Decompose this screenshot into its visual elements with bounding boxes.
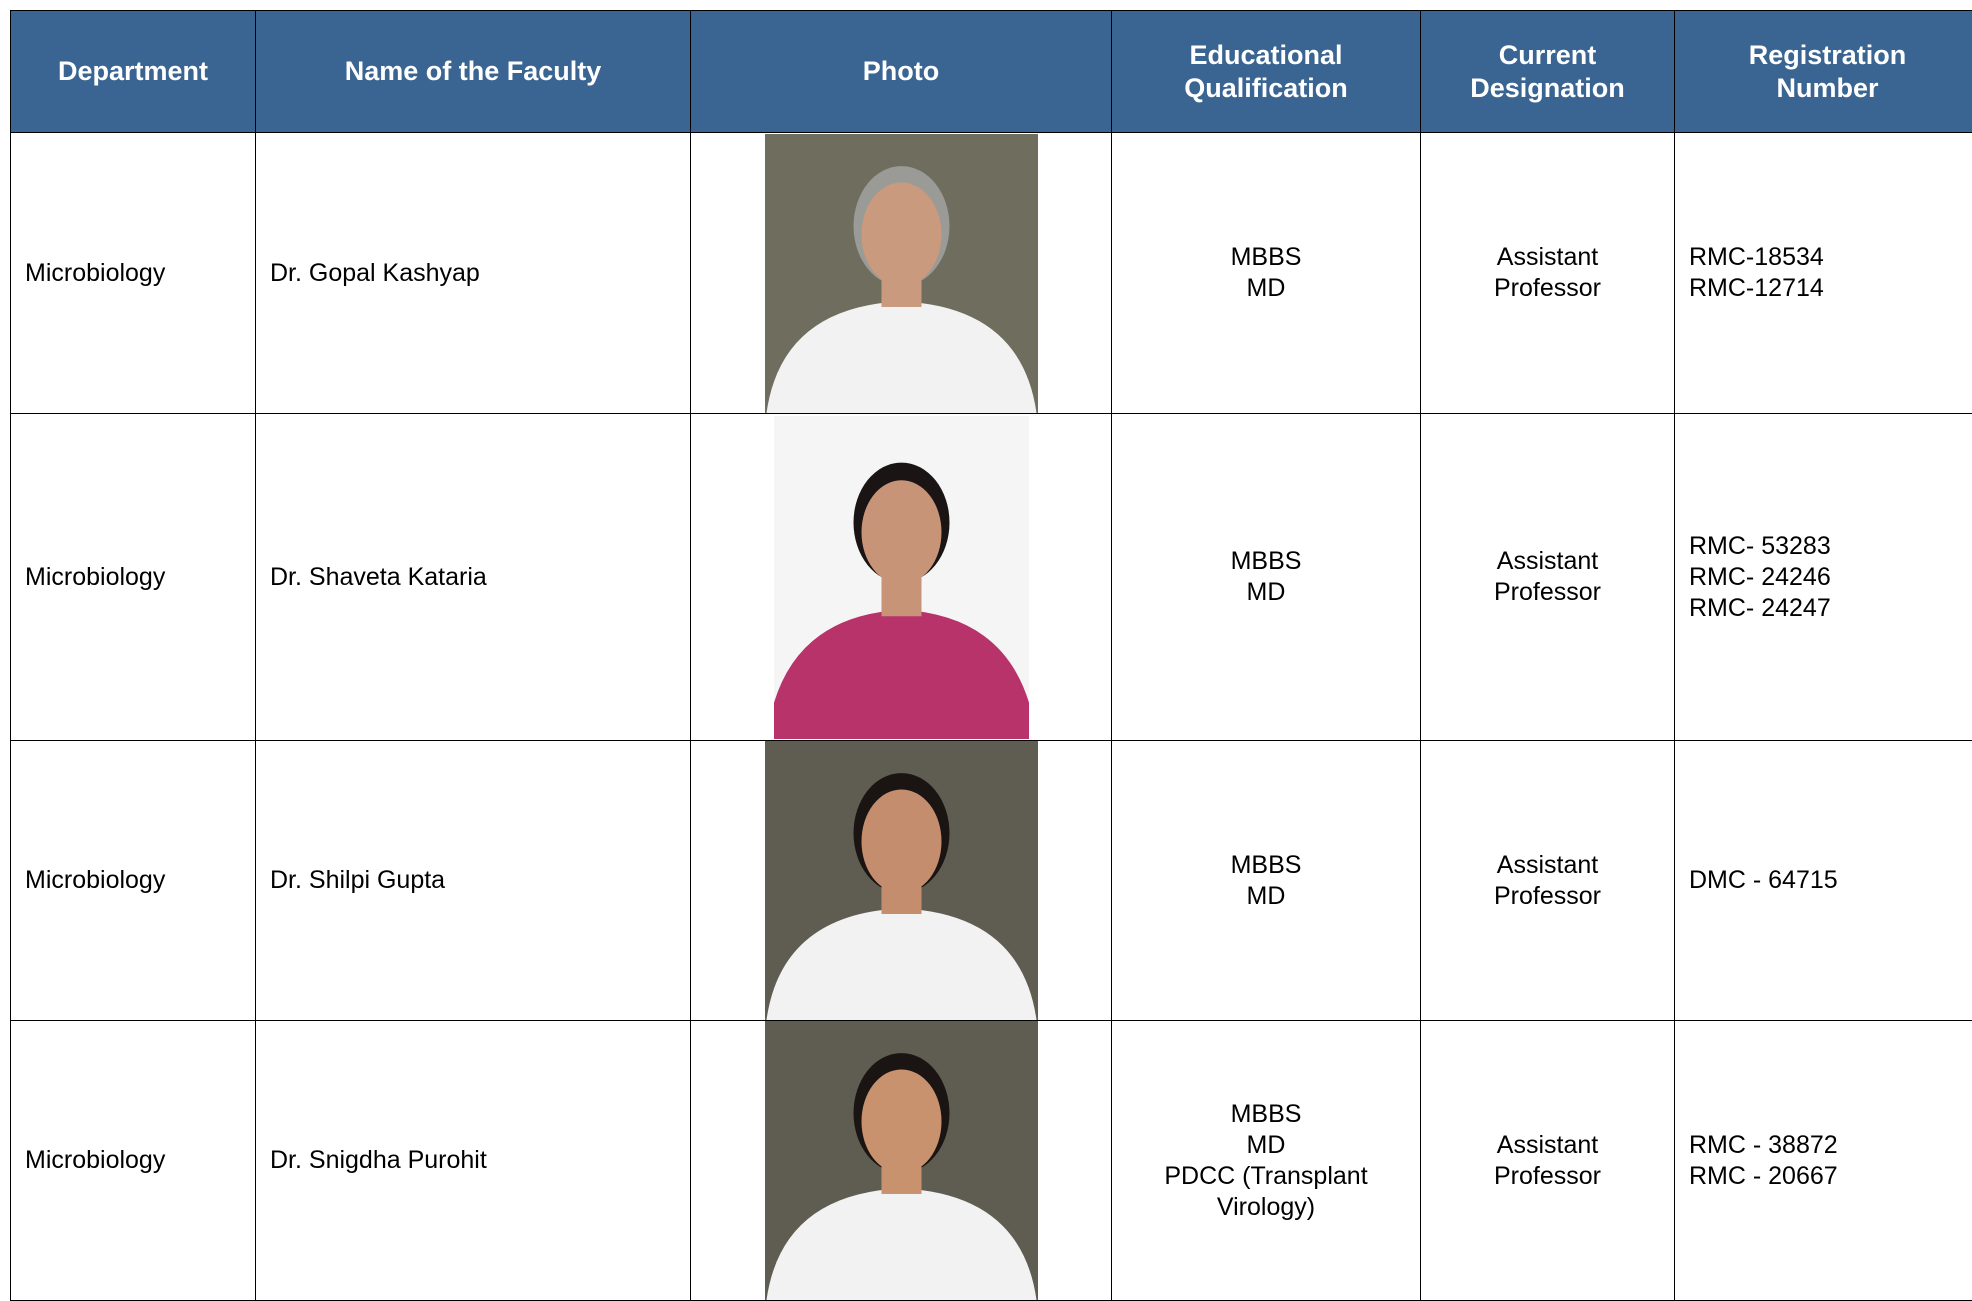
registration-line: RMC-12714 <box>1689 273 1972 304</box>
qualification-line: PDCC (Transplant Virology) <box>1112 1161 1420 1223</box>
designation: Assistant Professor <box>1421 133 1675 414</box>
qualification-line: MBBS <box>1112 850 1420 881</box>
registration-line: RMC - 20667 <box>1689 1161 1972 1192</box>
designation: Assistant Professor <box>1421 741 1675 1021</box>
qualification-line: MD <box>1112 881 1420 912</box>
photo-cell <box>691 1021 1112 1301</box>
column-header: Department <box>11 11 256 133</box>
column-header: Educational Qualification <box>1112 11 1421 133</box>
faculty-photo <box>765 1021 1038 1300</box>
faculty-name: Dr. Gopal Kashyap <box>256 133 691 414</box>
faculty-name: Dr. Shaveta Kataria <box>256 414 691 741</box>
column-header: Name of the Faculty <box>256 11 691 133</box>
qualification-line: MD <box>1112 1130 1420 1161</box>
photo-cell <box>691 414 1112 741</box>
department: Microbiology <box>11 1021 256 1301</box>
department: Microbiology <box>11 741 256 1021</box>
photo-cell <box>691 133 1112 414</box>
faculty-name: Dr. Shilpi Gupta <box>256 741 691 1021</box>
registration-line: RMC - 38872 <box>1689 1130 1972 1161</box>
designation: Assistant Professor <box>1421 1021 1675 1301</box>
qualification-line: MD <box>1112 273 1420 304</box>
faculty-photo <box>774 416 1029 739</box>
designation: Assistant Professor <box>1421 414 1675 741</box>
photo-cell <box>691 741 1112 1021</box>
registration: DMC - 64715 <box>1675 741 1972 1021</box>
department: Microbiology <box>11 133 256 414</box>
faculty-photo <box>765 741 1038 1020</box>
registration-line: DMC - 64715 <box>1689 865 1972 896</box>
registration-line: RMC-18534 <box>1689 242 1972 273</box>
registration-line: RMC- 24246 <box>1689 562 1972 593</box>
column-header: Current Designation <box>1421 11 1675 133</box>
faculty-photo <box>765 134 1038 413</box>
qualification-line: MBBS <box>1112 1099 1420 1130</box>
department: Microbiology <box>11 414 256 741</box>
registration-line: RMC- 24247 <box>1689 593 1972 624</box>
registration-line: RMC- 53283 <box>1689 531 1972 562</box>
column-header: Photo <box>691 11 1112 133</box>
qualification-line: MD <box>1112 577 1420 608</box>
qualification-line: MBBS <box>1112 546 1420 577</box>
qualification-line: MBBS <box>1112 242 1420 273</box>
column-header: Registration Number <box>1675 11 1972 133</box>
faculty-name: Dr. Snigdha Purohit <box>256 1021 691 1301</box>
